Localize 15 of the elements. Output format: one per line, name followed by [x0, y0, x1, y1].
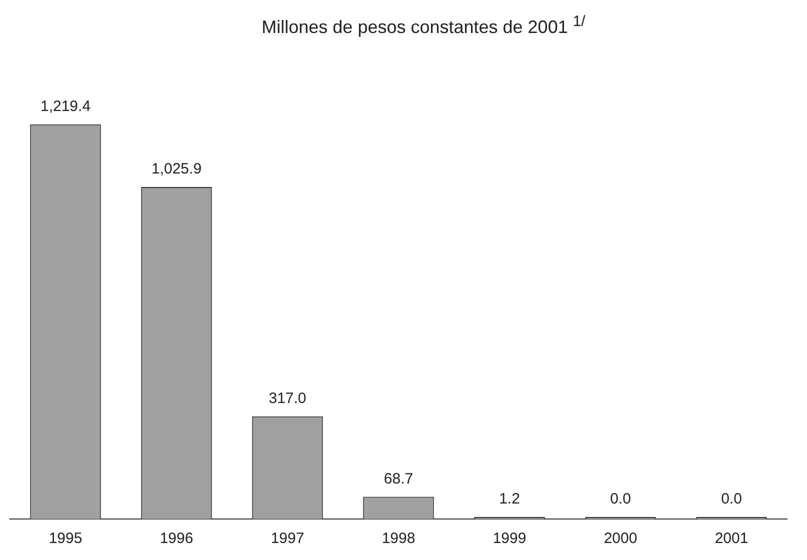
data-label: 0.0 — [721, 490, 742, 508]
x-tick-label: 1995 — [48, 530, 82, 548]
chart-title: Millones de pesos constantes de 2001 $^{1/}$ — [260, 12, 586, 37]
x-tick-label: 1998 — [382, 530, 416, 548]
data-label: 1.2 — [499, 490, 520, 508]
x-tick-label: 2001 — [714, 530, 748, 548]
x-tick-label: 1996 — [160, 530, 194, 548]
data-label: 68.7 — [384, 470, 414, 488]
data-label: 317.0 — [268, 390, 306, 408]
data-label: 1,025.9 — [151, 160, 202, 178]
data-label: 1,219.4 — [40, 98, 91, 116]
x-tick-label: 2000 — [604, 530, 638, 548]
data-label: 0.0 — [610, 490, 631, 508]
x-tick-label: 1997 — [270, 530, 304, 548]
x-tick-label: 1999 — [492, 530, 526, 548]
